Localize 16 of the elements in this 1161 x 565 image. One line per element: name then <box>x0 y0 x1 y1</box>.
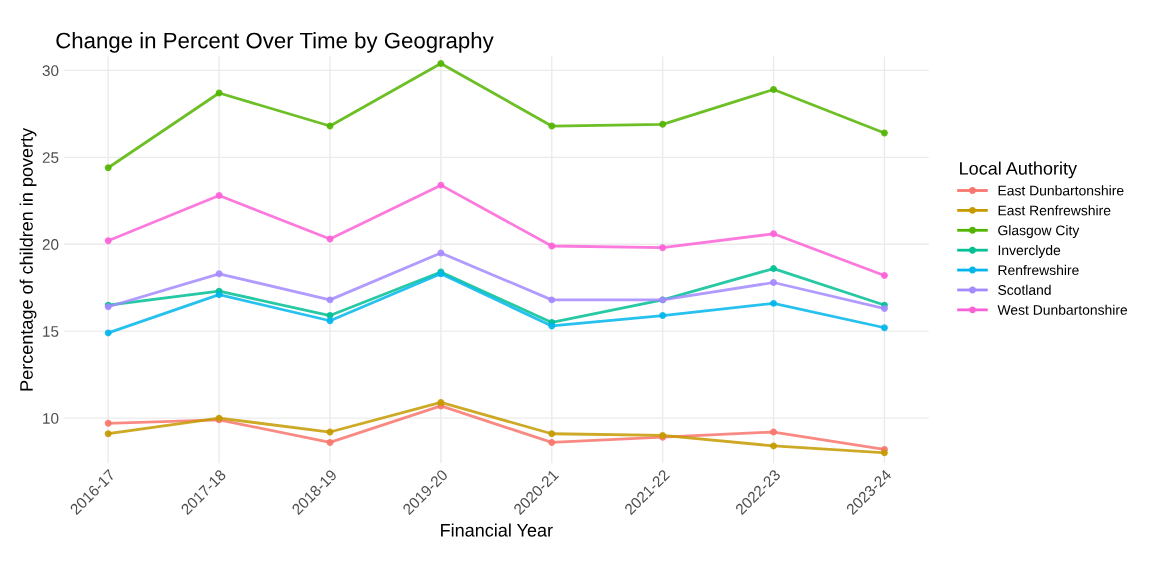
y-tick-label: 20 <box>42 239 59 250</box>
legend-label: Renfrewshire <box>998 264 1079 276</box>
y-tick-label: 15 <box>43 326 59 337</box>
legend-label: Inverclyde <box>998 244 1061 258</box>
legend-label: East Renfrewshire <box>998 205 1111 216</box>
legend-label: East Dunbartonshire <box>998 185 1124 196</box>
y-axis-title: Percentage of children in poverty <box>19 127 37 391</box>
legend-label: Glasgow City <box>998 225 1080 239</box>
legend-title: Local Authority <box>960 161 1077 179</box>
legend-label: West Dunbartonshire <box>997 304 1128 315</box>
y-tick-label: 10 <box>43 412 59 424</box>
x-axis-title: Financial Year <box>441 523 553 537</box>
y-tick-label: 25 <box>42 152 59 164</box>
legend-label: Scotland <box>998 284 1051 295</box>
y-tick-label: 30 <box>42 65 59 77</box>
chart-title: Change in Percent Over Time by Geography <box>56 32 494 53</box>
